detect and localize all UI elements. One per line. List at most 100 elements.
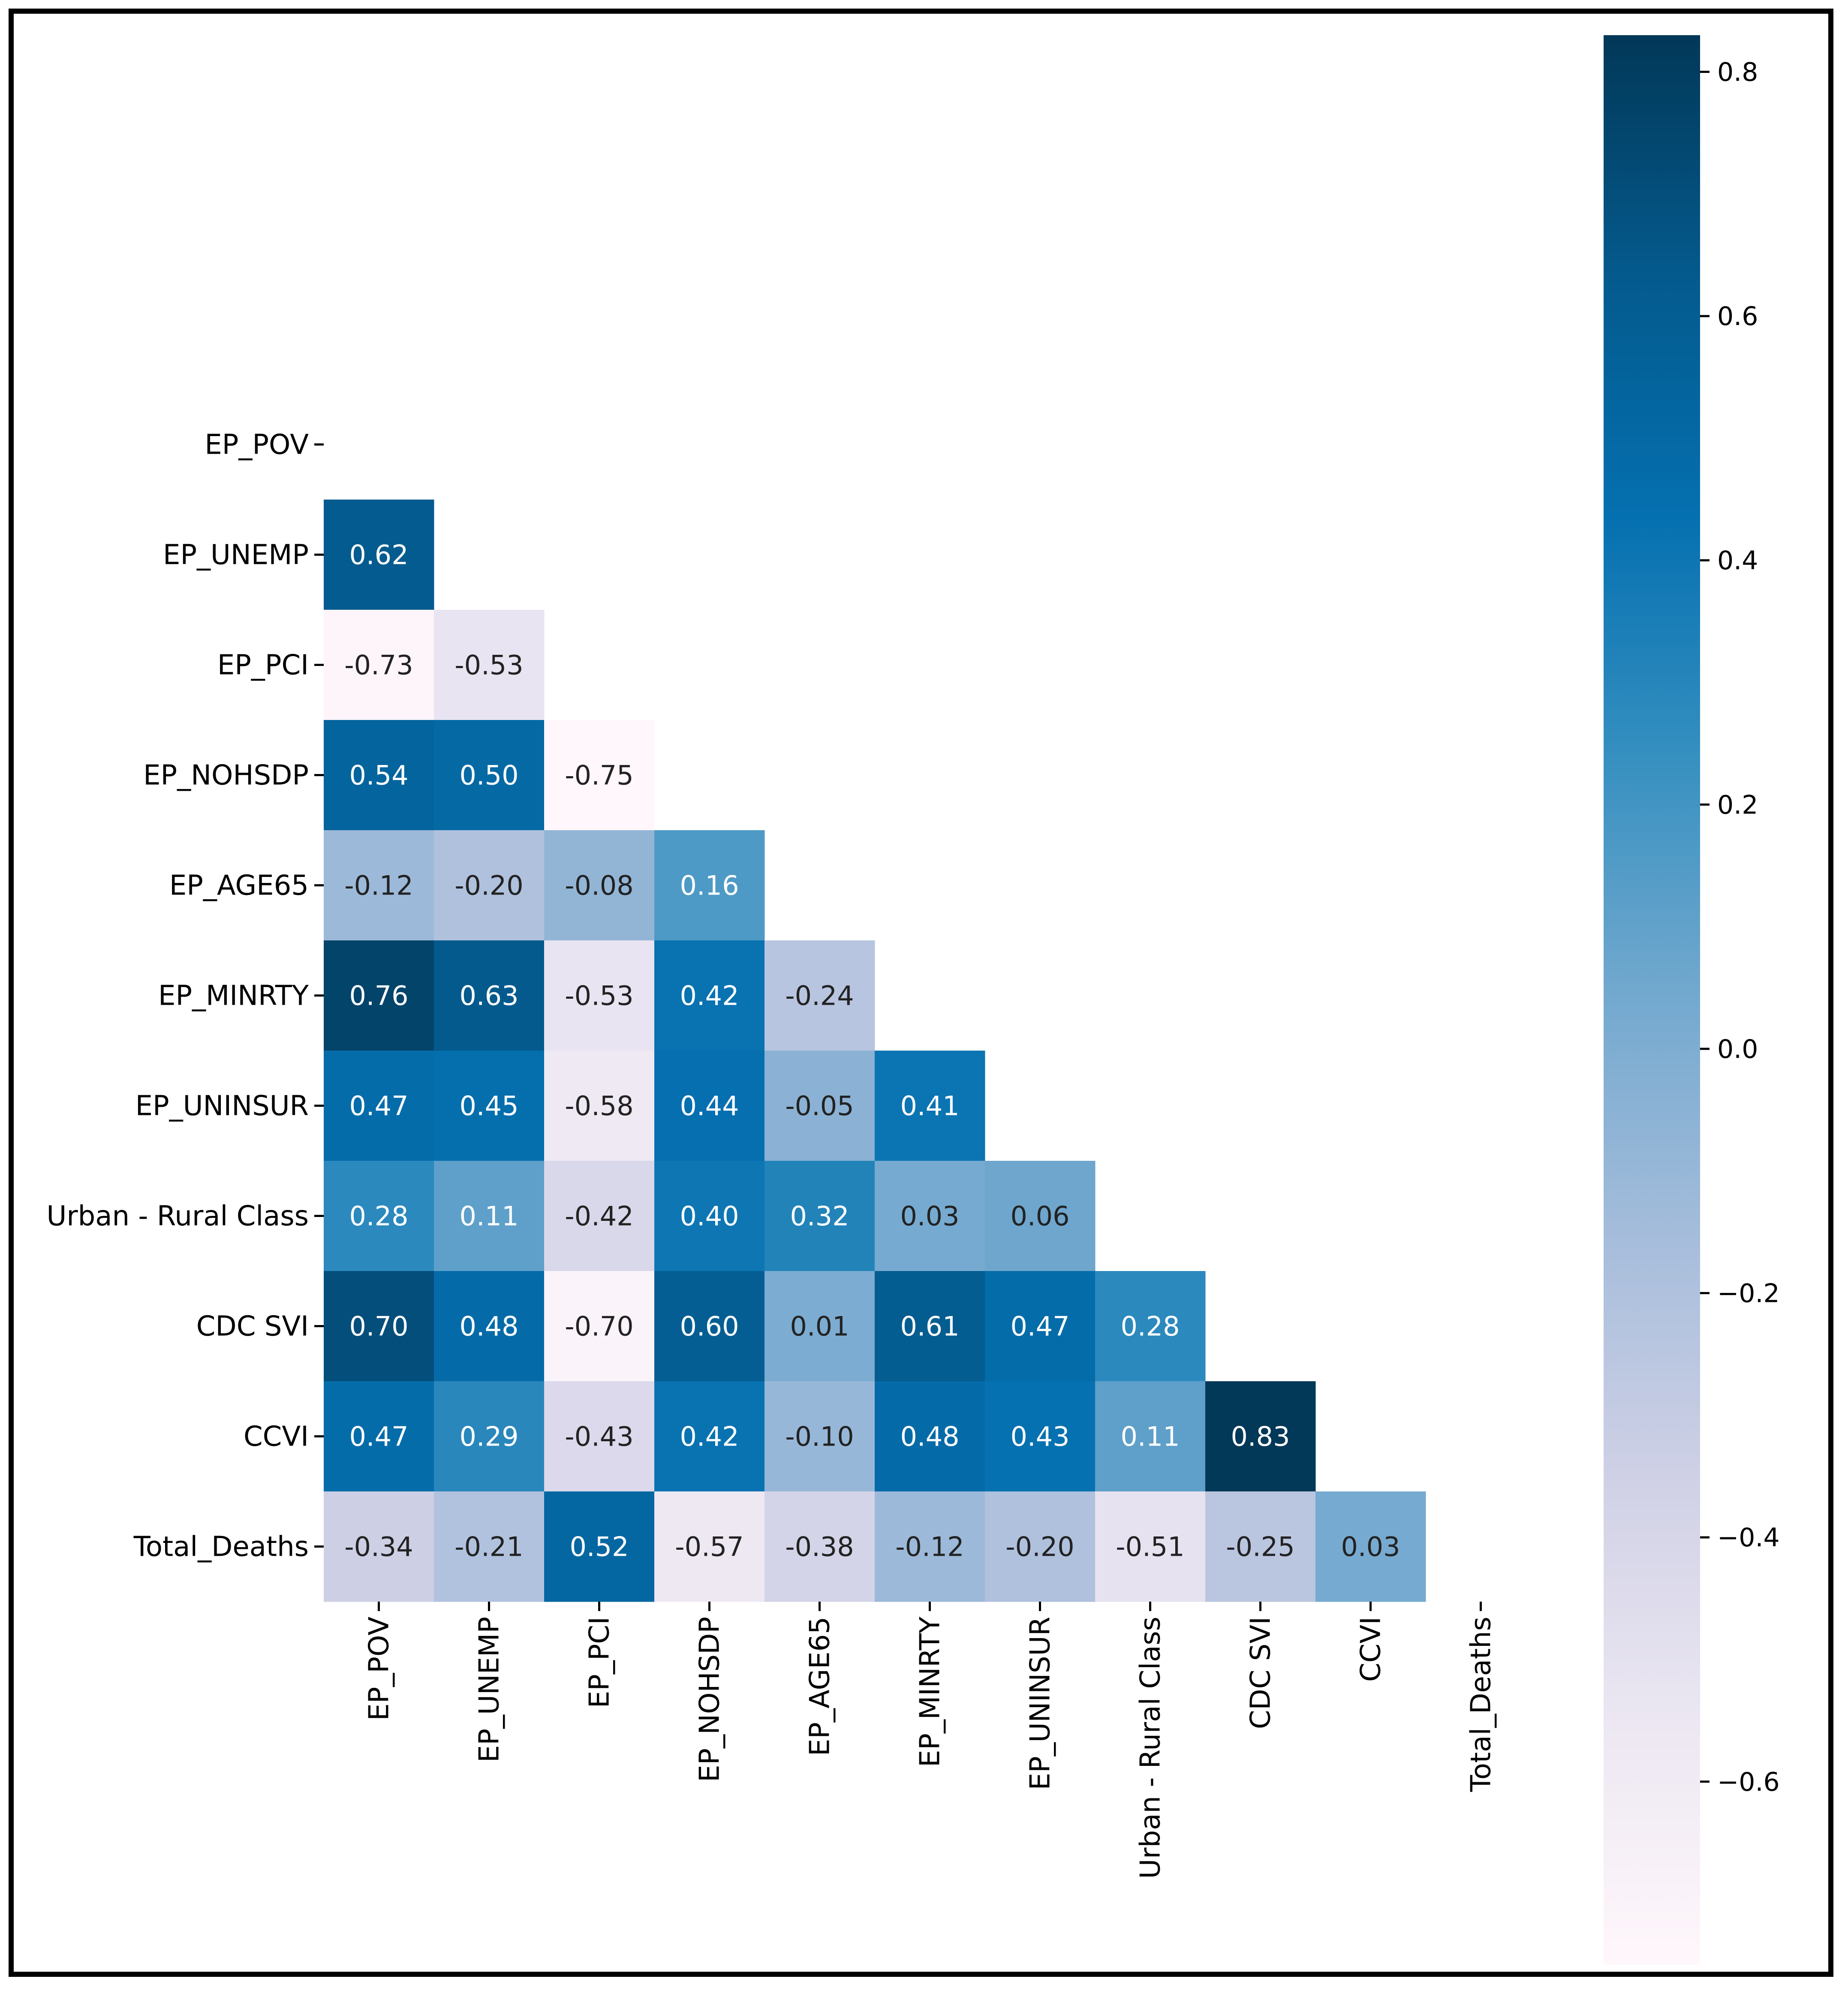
cell-value-label: 0.11	[459, 1201, 518, 1232]
colorbar-tick-label: −0.2	[1717, 1279, 1780, 1309]
cell-value-label: -0.10	[785, 1421, 854, 1452]
cell-value-label: 0.28	[349, 1201, 408, 1232]
y-tick-label: EP_MINRTY	[158, 980, 309, 1012]
x-tick-label: EP_AGE65	[804, 1617, 836, 1756]
x-tick-label: Urban - Rural Class	[1135, 1617, 1167, 1879]
heatmap-cell	[764, 1051, 875, 1161]
cell-value-label: 0.63	[459, 980, 518, 1012]
colorbar-tick-label: −0.4	[1717, 1523, 1780, 1553]
heatmap-cell	[324, 1161, 434, 1271]
heatmap-cell	[544, 940, 655, 1051]
cell-value-label: 0.60	[680, 1311, 739, 1342]
cell-value-label: -0.75	[565, 760, 633, 791]
y-tick-label: CDC SVI	[196, 1311, 309, 1343]
heatmap-cell	[544, 1271, 655, 1382]
cell-value-label: -0.05	[785, 1090, 854, 1122]
colorbar: 0.8 0.6 0.4 0.2 0.0 −0.2 −0.4 −0.6	[1604, 35, 1780, 1965]
heatmap-cell	[434, 940, 545, 1051]
cell-value-label: -0.53	[565, 980, 633, 1012]
heatmap-cell	[764, 1491, 875, 1602]
cell-value-label: 0.47	[1010, 1311, 1069, 1342]
cell-value-label: -0.12	[344, 870, 413, 901]
colorbar-tick-label: 0.6	[1717, 301, 1758, 331]
y-tick-label: EP_UNEMP	[163, 539, 309, 571]
heatmap-cell	[434, 1381, 545, 1492]
heatmap-cell	[985, 1161, 1096, 1271]
cell-value-label: -0.12	[895, 1531, 964, 1563]
cell-value-label: 0.01	[790, 1311, 849, 1342]
heatmap-cell	[985, 1381, 1096, 1492]
cell-value-label: 0.42	[680, 1421, 739, 1452]
cell-value-label: 0.16	[680, 870, 739, 901]
colorbar-tick-label: 0.0	[1717, 1034, 1758, 1064]
heatmap-cell	[654, 1491, 765, 1602]
cell-value-label: -0.53	[454, 650, 523, 681]
cell-value-label: 0.42	[680, 980, 739, 1012]
y-tick-label: EP_UNINSUR	[135, 1090, 309, 1122]
colorbar-gradient	[1604, 35, 1700, 1965]
heatmap-cell	[434, 1271, 545, 1382]
cell-value-label: 0.43	[1010, 1421, 1069, 1452]
heatmap-cell	[875, 1271, 985, 1382]
heatmap-cells: 0.62 -0.73 -0.53 0.54 0.50 -0.75 -0.12 -0.20 -0.…	[324, 500, 1426, 1602]
x-tick-label: EP_NOHSDP	[694, 1617, 726, 1782]
cell-value-label: 0.03	[900, 1201, 959, 1232]
heatmap-cell	[544, 1381, 655, 1492]
cell-value-label: -0.43	[565, 1421, 633, 1452]
cell-value-label: 0.52	[569, 1531, 629, 1563]
cell-value-label: -0.08	[565, 870, 633, 901]
colorbar-tick-label: 0.2	[1717, 790, 1758, 820]
y-tick-label: EP_PCI	[217, 650, 309, 681]
cell-value-label: 0.06	[1010, 1201, 1069, 1232]
cell-value-label: 0.48	[900, 1421, 959, 1452]
cell-value-label: -0.20	[1005, 1531, 1074, 1563]
cell-value-label: -0.70	[565, 1311, 633, 1342]
heatmap-cell	[654, 830, 765, 941]
heatmap-cell	[654, 1051, 765, 1161]
heatmap-cell	[544, 1051, 655, 1161]
cell-value-label: 0.44	[680, 1090, 739, 1122]
cell-value-label: 0.47	[349, 1090, 408, 1122]
cell-value-label: 0.11	[1120, 1421, 1180, 1452]
cell-value-label: 0.41	[900, 1090, 959, 1122]
cell-value-label: 0.03	[1341, 1531, 1400, 1563]
cell-value-label: 0.47	[349, 1421, 408, 1452]
cell-value-label: -0.38	[785, 1531, 854, 1563]
heatmap-cell	[324, 1381, 434, 1492]
heatmap-cell	[324, 720, 434, 831]
heatmap-cell	[875, 1051, 985, 1161]
cell-value-label: 0.50	[459, 760, 518, 791]
cell-value-label: -0.34	[344, 1531, 413, 1563]
heatmap-cell	[985, 1491, 1096, 1602]
heatmap-cell	[544, 830, 655, 941]
heatmap-cell	[875, 1161, 985, 1271]
cell-value-label: -0.73	[344, 650, 413, 681]
x-tick-label: CDC SVI	[1245, 1617, 1277, 1729]
heatmap-cell	[654, 1271, 765, 1382]
cell-value-label: 0.48	[459, 1311, 518, 1342]
heatmap-cell	[324, 610, 434, 720]
heatmap-cell	[324, 1271, 434, 1382]
heatmap-cell	[1095, 1271, 1206, 1382]
heatmap-cell	[654, 1381, 765, 1492]
figure-frame	[9, 9, 1833, 1977]
y-tick-label: EP_NOHSDP	[143, 760, 309, 792]
heatmap-cell	[324, 830, 434, 941]
heatmap-cell	[764, 1161, 875, 1271]
cell-value-label: -0.42	[565, 1201, 633, 1232]
heatmap-cell	[1095, 1381, 1206, 1492]
cell-value-label: -0.25	[1226, 1531, 1294, 1563]
heatmap-cell	[654, 940, 765, 1051]
cell-value-label: 0.29	[459, 1421, 518, 1452]
cell-value-label: 0.76	[349, 980, 408, 1012]
heatmap-cell	[434, 610, 545, 720]
cell-value-label: 0.32	[790, 1201, 849, 1232]
heatmap-cell	[1205, 1381, 1316, 1492]
heatmap-cell	[324, 1051, 434, 1161]
y-tick-label: Total_Deaths	[133, 1531, 309, 1563]
cell-value-label: 0.54	[349, 760, 408, 791]
y-tick-label: CCVI	[244, 1421, 309, 1453]
x-tick-label: CCVI	[1355, 1617, 1387, 1682]
heatmap-cell	[764, 1381, 875, 1492]
heatmap-cell	[324, 1491, 434, 1602]
